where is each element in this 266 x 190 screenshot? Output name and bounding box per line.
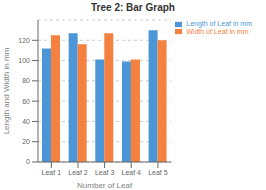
html-text:Length of Leaf in mm: Length of Leaf in mm <box>186 20 252 27</box>
html-text:Width of Leaf in mm: Width of Leaf in mm <box>186 27 249 35</box>
svg-text:120: 120 <box>18 37 30 44</box>
svg-text:0: 0 <box>26 158 30 165</box>
svg-text:Leaf 1: Leaf 1 <box>42 169 62 176</box>
svg-text:Leaf 3: Leaf 3 <box>95 169 115 176</box>
svg-text:Leaf 5: Leaf 5 <box>148 169 168 176</box>
svg-text:Leaf 2: Leaf 2 <box>68 169 88 176</box>
svg-text:Leaf 4: Leaf 4 <box>122 169 142 176</box>
html-text:Tree 2: Bar Graph: Tree 2: Bar Graph <box>91 2 175 13</box>
svg-text:40: 40 <box>22 118 30 125</box>
svg-text:20: 20 <box>22 138 30 145</box>
svg-text:Number of Leaf: Number of Leaf <box>77 181 133 190</box>
svg-text:80: 80 <box>22 77 30 84</box>
svg-text:60: 60 <box>22 98 30 105</box>
svg-text:100: 100 <box>18 57 30 64</box>
svg-text:Length and Width in mm: Length and Width in mm <box>2 47 11 134</box>
